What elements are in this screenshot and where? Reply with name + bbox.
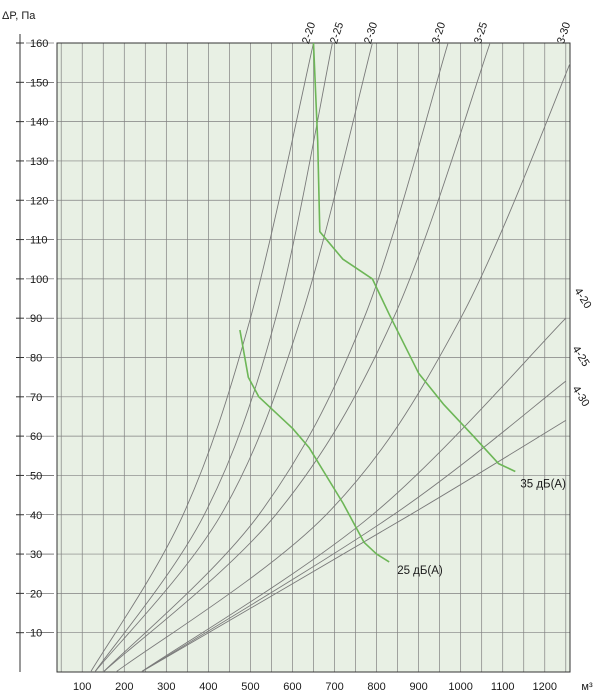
curve-4-20 [140, 317, 567, 672]
curve-2-20 [90, 43, 314, 672]
y-tick-label: 80 [30, 353, 42, 365]
curve-label-3-20: 3-20 [430, 21, 448, 46]
y-tick-label: 20 [30, 588, 42, 600]
curve-label-3-25: 3-25 [472, 21, 490, 46]
x-tick-label: 1100 [491, 681, 515, 693]
y-tick-label: 100 [30, 274, 48, 286]
curve-label-3-30: 3-30 [555, 21, 573, 46]
series-label-2: 35 дБ(А) [520, 479, 566, 491]
y-tick-label: 10 [30, 628, 42, 640]
curve-2-25 [94, 43, 333, 672]
y-tick-label: 70 [30, 392, 42, 404]
x-axis-title: м³ [581, 681, 593, 693]
x-tick-label: 1200 [533, 681, 557, 693]
x-tick-label: 300 [157, 681, 175, 693]
x-tick-label: 500 [241, 681, 259, 693]
curve-label-4-30: 4-30 [570, 384, 592, 409]
curve-4-25 [140, 380, 567, 672]
y-tick-label: 60 [30, 431, 42, 443]
curve-label-2-30: 2-30 [362, 21, 380, 46]
x-tick-label: 600 [283, 681, 301, 693]
y-tick-label: 90 [30, 313, 42, 325]
y-tick-label: 150 [30, 77, 48, 89]
curve-label-2-25: 2-25 [328, 21, 346, 46]
y-tick-label: 110 [30, 235, 48, 247]
x-tick-label: 700 [325, 681, 343, 693]
y-tick-label: 140 [30, 117, 48, 129]
series-line-1 [239, 329, 390, 563]
characteristic-curves [90, 43, 570, 672]
series-line-2 [312, 43, 516, 473]
curve-3-25 [102, 43, 491, 672]
x-tick-label: 400 [199, 681, 217, 693]
y-axis-title: ΔP, Па [2, 10, 36, 22]
curve-label-2-20: 2-20 [300, 21, 318, 46]
y-tick-label: 50 [30, 470, 42, 482]
y-tick-label: 160 [30, 38, 48, 50]
curve-3-20 [102, 43, 449, 672]
x-tick-label: 100 [73, 681, 91, 693]
y-tick-label: 30 [30, 549, 42, 561]
x-tick-label: 800 [367, 681, 385, 693]
series-label-1: 25 дБ(А) [397, 565, 443, 577]
noise-lines [239, 43, 516, 563]
y-tick-label: 40 [30, 510, 42, 522]
x-tick-label: 200 [115, 681, 133, 693]
x-tick-label: 1000 [448, 681, 472, 693]
curve-label-4-20: 4-20 [572, 286, 594, 311]
curve-4-30 [140, 420, 567, 672]
y-tick-label: 130 [30, 156, 48, 168]
x-tick-label: 900 [409, 681, 427, 693]
curve-2-30 [94, 43, 373, 672]
curve-3-30 [115, 62, 570, 672]
y-tick-label: 120 [30, 195, 48, 207]
curve-label-4-25: 4-25 [570, 344, 592, 369]
